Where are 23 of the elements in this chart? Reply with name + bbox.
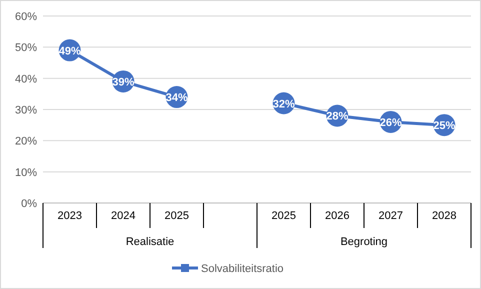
data-label: 39% bbox=[112, 76, 134, 88]
y-tick-label: 10% bbox=[14, 166, 38, 179]
x-tick-label: 2025 bbox=[272, 210, 296, 222]
y-tick-label: 40% bbox=[14, 73, 38, 86]
x-tick-label: 2026 bbox=[325, 210, 350, 222]
text: Begroting bbox=[340, 236, 388, 248]
x-tick-label: 2023 bbox=[58, 210, 82, 222]
x-tick-label: 2025 bbox=[164, 210, 189, 222]
data-label: 32% bbox=[272, 98, 295, 110]
y-tick-label: 60% bbox=[14, 11, 38, 23]
data-label: 28% bbox=[326, 110, 348, 123]
x-tick-label: 2028 bbox=[432, 210, 456, 222]
text: Realisatie bbox=[126, 236, 174, 248]
y-tick-label: 50% bbox=[14, 42, 38, 54]
data-label: 25% bbox=[433, 120, 456, 132]
y-tick-label: 30% bbox=[14, 104, 38, 116]
legend-label: Solvabiliteitsratio bbox=[201, 263, 284, 275]
y-tick-label: 20% bbox=[14, 136, 38, 148]
x-tick-label: 2024 bbox=[111, 210, 136, 222]
data-label: 34% bbox=[166, 92, 188, 104]
y-tick-label: 0% bbox=[21, 198, 38, 210]
x-tick-label: 2027 bbox=[378, 210, 403, 222]
data-label: 26% bbox=[380, 116, 402, 129]
